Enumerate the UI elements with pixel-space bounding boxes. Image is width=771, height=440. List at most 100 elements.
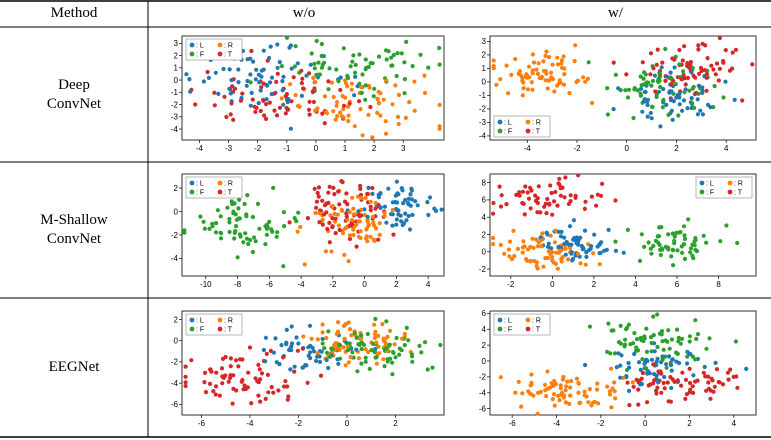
point-F xyxy=(354,335,359,340)
point-T xyxy=(542,204,547,209)
point-L xyxy=(664,102,669,107)
point-L xyxy=(307,323,313,328)
point-R xyxy=(531,60,537,65)
legend-label: : R xyxy=(224,317,233,324)
point-F xyxy=(735,240,740,246)
point-R xyxy=(343,363,348,368)
point-L xyxy=(269,92,274,97)
point-T xyxy=(706,374,711,379)
point-L xyxy=(723,79,728,84)
point-F xyxy=(296,210,301,215)
point-F xyxy=(360,72,365,77)
point-F xyxy=(198,214,203,219)
point-L xyxy=(638,382,643,387)
point-F xyxy=(666,112,671,117)
point-F xyxy=(316,60,321,65)
point-R xyxy=(331,109,336,114)
point-T xyxy=(301,86,306,91)
point-R xyxy=(561,82,567,87)
point-F xyxy=(389,55,394,60)
point-F xyxy=(237,216,242,221)
point-T xyxy=(697,71,702,76)
point-T xyxy=(289,99,294,104)
legend-marker xyxy=(189,317,195,323)
point-R xyxy=(506,247,511,252)
point-L xyxy=(621,250,626,255)
point-T xyxy=(702,68,707,73)
point-L xyxy=(289,348,294,353)
point-R xyxy=(521,86,526,91)
point-R xyxy=(551,392,557,397)
point-F xyxy=(704,240,709,245)
point-T xyxy=(717,66,722,71)
point-T xyxy=(711,67,716,72)
point-R xyxy=(541,68,547,74)
point-T xyxy=(520,189,526,194)
x-tick-label: -6 xyxy=(198,419,206,428)
point-T xyxy=(263,396,268,401)
point-R xyxy=(536,61,541,66)
point-F xyxy=(679,244,684,249)
point-T xyxy=(705,56,710,61)
point-R xyxy=(407,100,412,105)
point-L xyxy=(376,192,381,197)
point-T xyxy=(347,236,353,242)
point-L xyxy=(649,357,655,362)
point-F xyxy=(659,246,664,251)
point-F xyxy=(438,342,443,348)
point-F xyxy=(227,220,232,225)
point-T xyxy=(307,112,312,117)
point-F xyxy=(233,224,239,229)
point-R xyxy=(358,229,363,234)
point-L xyxy=(584,254,589,259)
point-L xyxy=(695,112,700,117)
y-tick-label: -4 xyxy=(171,379,179,388)
point-T xyxy=(217,393,222,398)
point-R xyxy=(594,387,600,392)
point-F xyxy=(219,231,224,236)
point-T xyxy=(690,384,695,389)
point-T xyxy=(272,108,277,113)
point-L xyxy=(668,98,673,103)
point-L xyxy=(248,72,253,77)
legend-label: : R xyxy=(532,119,541,126)
point-F xyxy=(671,248,676,253)
point-T xyxy=(687,65,692,70)
point-L xyxy=(618,363,623,368)
point-T xyxy=(648,72,653,77)
point-R xyxy=(575,251,581,257)
point-L xyxy=(406,213,411,219)
point-T xyxy=(305,216,310,221)
point-R xyxy=(378,113,383,118)
x-tick-label: -4 xyxy=(524,144,532,153)
point-F xyxy=(409,352,415,357)
point-T xyxy=(600,181,605,186)
point-F xyxy=(649,349,654,354)
point-L xyxy=(562,235,567,240)
point-R xyxy=(372,335,377,340)
point-L xyxy=(425,200,430,205)
point-T xyxy=(373,206,378,211)
point-T xyxy=(285,397,290,402)
point-R xyxy=(576,380,581,385)
point-R xyxy=(396,121,401,127)
point-L xyxy=(354,347,359,352)
point-R xyxy=(582,393,587,398)
point-R xyxy=(363,347,368,352)
point-T xyxy=(327,240,332,245)
point-T xyxy=(691,390,696,395)
point-R xyxy=(491,64,496,69)
point-F xyxy=(282,224,287,229)
point-T xyxy=(687,366,692,371)
point-R xyxy=(360,133,365,138)
point-T xyxy=(594,203,599,208)
point-F xyxy=(366,64,371,70)
point-T xyxy=(253,109,258,114)
point-L xyxy=(632,351,637,357)
point-L xyxy=(691,373,696,378)
point-F xyxy=(625,95,631,100)
point-F xyxy=(215,208,220,213)
point-T xyxy=(183,380,188,385)
point-T xyxy=(536,184,541,189)
point-F xyxy=(625,227,630,232)
